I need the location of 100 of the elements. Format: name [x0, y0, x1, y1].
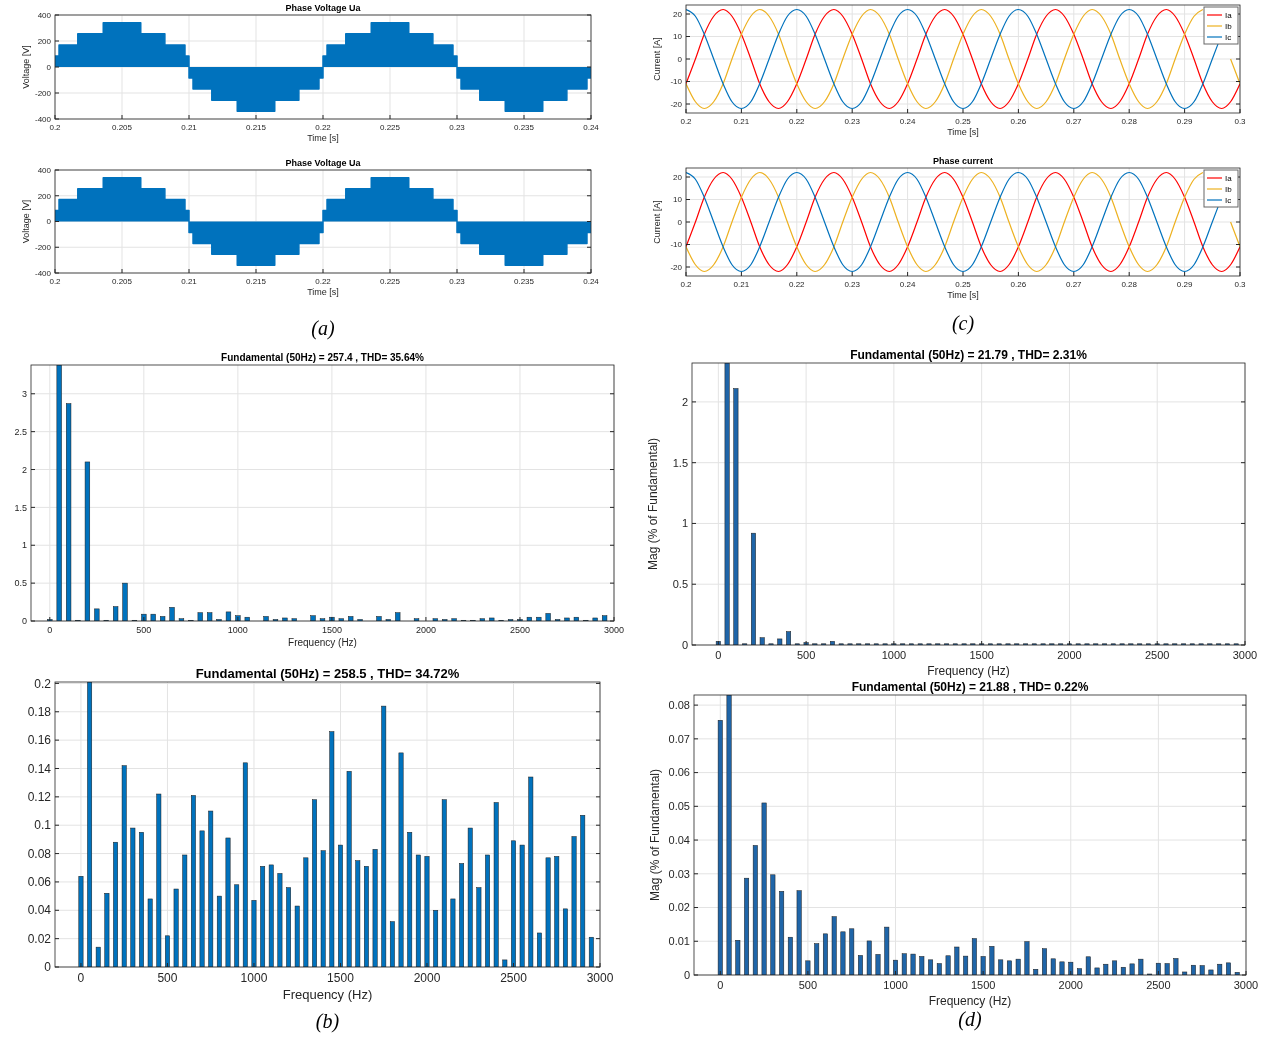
x-tick-label: 0.23 — [449, 123, 466, 132]
x-axis-title: Frequency (Hz) — [927, 663, 1010, 678]
x-tick-label: 0.205 — [111, 123, 133, 132]
y-tick-label: 400 — [37, 10, 52, 20]
y-tick-label: -20 — [670, 262, 683, 272]
x-axis-title: Frequency (Hz) — [288, 636, 357, 648]
y-tick-label: 0.07 — [668, 732, 690, 745]
x-tick-label: 0.25 — [955, 280, 972, 289]
x-tick-label: 0.215 — [245, 123, 267, 132]
x-tick-label: 1500 — [969, 649, 994, 661]
y-tick-label: 0.08 — [27, 846, 52, 861]
x-tick-label: 0.24 — [899, 117, 916, 126]
x-tick-label: 0.28 — [1121, 280, 1138, 289]
x-tick-label: 3000 — [603, 625, 625, 635]
y-tick-label: 0.03 — [668, 867, 690, 880]
y-tick-label: 0.08 — [668, 698, 690, 711]
x-tick-label: 0.21 — [181, 123, 198, 132]
x-tick-label: 500 — [136, 625, 152, 635]
legend-label: Ib — [1225, 185, 1233, 194]
y-tick-label: 1.5 — [14, 502, 27, 513]
x-axis-title: Time [s] — [307, 133, 339, 143]
x-tick-label: 0.3 — [1234, 117, 1247, 126]
x-tick-label: 2000 — [415, 625, 436, 635]
x-tick-label: 0 — [715, 649, 722, 661]
x-tick-label: 0.21 — [733, 117, 750, 126]
y-tick-label: -200 — [34, 88, 52, 98]
y-axis-title: Voltage [V] — [21, 199, 32, 244]
y-tick-label: 3 — [21, 388, 27, 399]
y-axis-title: Mag (% of Fundamental) — [645, 437, 660, 571]
y-tick-label: 10 — [673, 195, 683, 205]
x-axis-title: Time [s] — [307, 287, 339, 297]
x-tick-label: 2500 — [1146, 979, 1171, 991]
y-tick-label: -10 — [670, 77, 683, 87]
y-axis-title: Voltage [V] — [21, 45, 32, 89]
x-tick-label: 0.235 — [513, 123, 535, 132]
text: (c) — [951, 312, 975, 335]
legend-label: Ic — [1225, 196, 1232, 205]
y-tick-label: 0 — [677, 54, 683, 64]
x-tick-label: 500 — [798, 979, 818, 991]
x-tick-label: 0.27 — [1066, 117, 1083, 126]
chart-title: Fundamental (50Hz) = 21.79 , THD= 2.31% — [850, 348, 1088, 362]
y-tick-label: -400 — [34, 268, 52, 278]
text: (a) — [311, 317, 335, 340]
x-tick-label: 0.215 — [245, 277, 267, 286]
x-axis-title: Time [s] — [947, 290, 979, 300]
x-tick-label: 0.225 — [379, 123, 401, 132]
x-axis-title: Frequency (Hz) — [282, 987, 373, 1002]
y-tick-label: 2.5 — [14, 426, 27, 437]
y-tick-label: 0 — [681, 638, 688, 651]
y-tick-label: 0 — [677, 217, 683, 227]
x-tick-label: 0.22 — [789, 117, 806, 126]
y-tick-label: 20 — [673, 172, 683, 182]
chart-title: Phase Voltage Ua — [285, 3, 362, 13]
y-tick-label: 0.02 — [27, 931, 52, 946]
y-tick-label: 1 — [681, 517, 688, 530]
y-tick-label: -400 — [34, 114, 52, 124]
y-tick-label: 0.18 — [27, 704, 52, 719]
y-tick-label: 1.5 — [672, 456, 688, 469]
x-tick-label: 0.22 — [789, 280, 806, 289]
x-tick-label: 2500 — [1144, 649, 1170, 661]
x-tick-label: 2000 — [1057, 649, 1082, 661]
x-tick-label: 0 — [77, 971, 85, 985]
chart-title: Fundamental (50Hz) = 257.4 , THD= 35.64% — [221, 352, 425, 363]
x-tick-label: 2000 — [413, 971, 441, 985]
y-tick-label: 0.06 — [668, 766, 690, 779]
x-tick-label: 1000 — [240, 971, 268, 985]
x-tick-label: 1000 — [883, 979, 908, 991]
x-tick-label: 0.26 — [1010, 280, 1027, 289]
x-tick-label: 0 — [717, 979, 724, 991]
x-tick-label: 0.3 — [1234, 280, 1247, 289]
y-tick-label: -20 — [670, 99, 683, 109]
y-tick-label: 0 — [46, 62, 52, 72]
x-tick-label: 3000 — [1233, 979, 1259, 991]
y-tick-label: 10 — [673, 32, 683, 42]
y-tick-label: 0.04 — [27, 903, 52, 918]
x-axis-title: Frequency (Hz) — [928, 993, 1012, 1008]
x-tick-label: 1000 — [227, 625, 248, 635]
y-tick-label: 0.5 — [14, 578, 27, 589]
y-tick-label: 200 — [37, 191, 52, 201]
x-tick-label: 0.24 — [583, 277, 600, 286]
x-tick-label: 0.205 — [111, 277, 133, 286]
x-tick-label: 1500 — [321, 625, 342, 635]
y-tick-label: 2 — [21, 464, 27, 475]
legend-label: Ia — [1225, 11, 1233, 20]
y-tick-label: 0.01 — [668, 935, 690, 948]
legend-label: Ib — [1225, 22, 1233, 31]
chart-title: Phase Voltage Ua — [285, 158, 362, 168]
x-tick-label: 0.29 — [1176, 280, 1193, 289]
y-tick-label: -10 — [670, 240, 683, 250]
x-tick-label: 3000 — [586, 971, 614, 985]
y-tick-label: 0.2 — [34, 676, 52, 691]
x-tick-label: 0.28 — [1121, 117, 1138, 126]
y-tick-label: 0 — [21, 616, 27, 627]
x-tick-label: 0.21 — [733, 280, 750, 289]
y-tick-label: 0.02 — [668, 901, 690, 914]
x-tick-label: 2000 — [1058, 979, 1083, 991]
y-tick-label: 0.14 — [27, 761, 52, 776]
y-tick-label: 0.04 — [668, 833, 690, 846]
y-tick-label: 2 — [681, 395, 688, 408]
x-tick-label: 0.23 — [844, 117, 861, 126]
